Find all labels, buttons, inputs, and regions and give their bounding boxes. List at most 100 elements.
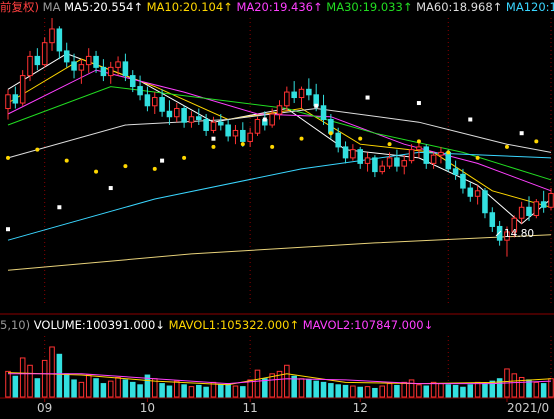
candle[interactable] — [218, 114, 224, 131]
candle[interactable] — [232, 124, 239, 145]
signal-dot-yellow — [387, 142, 392, 147]
candle[interactable] — [181, 105, 187, 128]
candle[interactable] — [71, 53, 77, 79]
candle[interactable] — [306, 78, 312, 101]
candle[interactable] — [379, 160, 386, 175]
candle[interactable] — [526, 196, 532, 221]
candle[interactable] — [137, 75, 143, 101]
candle[interactable] — [93, 50, 99, 73]
volume-bar — [78, 381, 85, 398]
signal-dot-yellow — [299, 136, 304, 141]
candle[interactable] — [284, 86, 290, 112]
candle-body — [489, 212, 496, 227]
candle[interactable] — [518, 201, 525, 224]
candle[interactable] — [254, 116, 261, 136]
candle[interactable] — [482, 188, 488, 219]
candle[interactable] — [423, 144, 430, 169]
volume-bar — [159, 383, 165, 398]
candle[interactable] — [548, 188, 554, 210]
candle-body — [526, 206, 532, 216]
candle[interactable] — [12, 86, 19, 109]
candle[interactable] — [115, 56, 121, 76]
candle[interactable] — [85, 48, 92, 73]
candle-body — [203, 118, 209, 131]
volume-bar — [416, 384, 422, 398]
candle[interactable] — [269, 108, 275, 128]
candle[interactable] — [489, 207, 496, 232]
candle[interactable] — [335, 127, 341, 153]
candle[interactable] — [203, 114, 209, 136]
candle[interactable] — [386, 152, 393, 169]
candle-body — [350, 149, 356, 159]
candle[interactable] — [438, 146, 444, 164]
signal-dot-white — [160, 158, 165, 163]
candle[interactable] — [416, 141, 422, 158]
candle[interactable] — [496, 220, 503, 246]
volume-bars[interactable] — [5, 346, 554, 398]
candle[interactable] — [467, 182, 474, 202]
candle[interactable] — [49, 18, 55, 51]
candle[interactable] — [291, 81, 297, 104]
candle[interactable] — [225, 119, 231, 142]
candle[interactable] — [511, 215, 518, 238]
candle[interactable] — [350, 144, 356, 161]
candle[interactable] — [430, 152, 437, 169]
volume-bar — [350, 385, 356, 398]
candle-body — [401, 160, 408, 167]
signal-dot-white — [519, 131, 524, 136]
candle[interactable] — [540, 190, 547, 213]
candle[interactable] — [151, 92, 158, 114]
candle[interactable] — [372, 155, 378, 178]
volume-bar — [511, 373, 518, 398]
candle[interactable] — [401, 155, 408, 175]
candle[interactable] — [41, 37, 48, 68]
candle[interactable] — [159, 89, 165, 117]
candle[interactable] — [408, 144, 415, 164]
ma-legend: 前复权) MA MA5:20.554↑ MA10:20.104↑ MA20:19… — [0, 0, 554, 14]
candle[interactable] — [460, 168, 466, 194]
candle[interactable] — [357, 146, 363, 169]
candle-body — [533, 201, 540, 216]
candle[interactable] — [364, 152, 371, 172]
candle-body — [49, 28, 55, 44]
candle[interactable] — [78, 59, 85, 84]
candle[interactable] — [56, 26, 63, 60]
candle[interactable] — [63, 42, 70, 68]
candle-body — [496, 225, 503, 241]
candle[interactable] — [342, 141, 349, 164]
candle[interactable] — [144, 86, 151, 112]
volume-bar — [342, 384, 349, 398]
signal-dot-white — [57, 205, 62, 210]
candle[interactable] — [474, 185, 481, 205]
candle[interactable] — [100, 59, 107, 82]
volume-bar — [364, 386, 371, 398]
candle[interactable] — [34, 48, 41, 71]
signal-dot-yellow — [446, 150, 451, 155]
candle[interactable] — [276, 100, 283, 120]
candle[interactable] — [107, 61, 114, 84]
volume-bar — [489, 380, 496, 398]
candle[interactable] — [27, 50, 33, 82]
candle-body — [41, 42, 48, 66]
candle[interactable] — [129, 70, 136, 93]
candle-body — [63, 50, 70, 63]
candle[interactable] — [122, 53, 129, 82]
candle[interactable] — [188, 111, 195, 128]
candle[interactable] — [166, 100, 173, 125]
candle[interactable] — [298, 86, 305, 109]
candle[interactable] — [504, 226, 510, 257]
volume-bar — [474, 381, 481, 398]
candle[interactable] — [533, 199, 540, 219]
candle[interactable] — [320, 94, 327, 125]
candle[interactable] — [247, 127, 253, 147]
candle[interactable] — [5, 89, 11, 120]
candle[interactable] — [173, 103, 180, 123]
candlesticks[interactable] — [5, 18, 554, 257]
candle[interactable] — [452, 160, 459, 180]
candle[interactable] — [196, 108, 202, 125]
candle[interactable] — [210, 116, 217, 134]
candle-body — [276, 105, 283, 115]
candle[interactable] — [394, 149, 400, 172]
candle[interactable] — [19, 70, 26, 106]
